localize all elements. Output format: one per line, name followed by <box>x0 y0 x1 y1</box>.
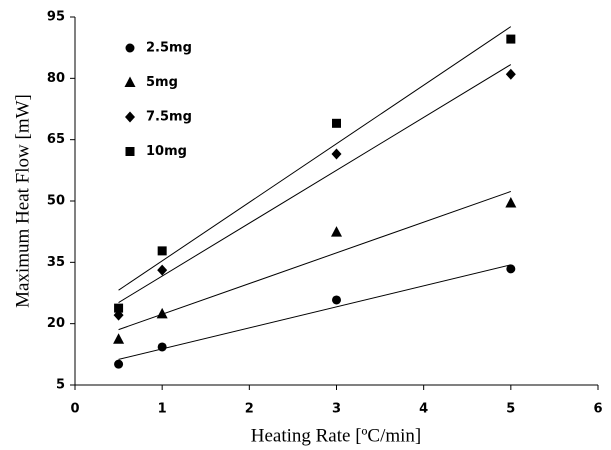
y-tick-label: 95 <box>47 10 65 25</box>
x-axis-title: Heating Rate [ºC/min] <box>251 425 422 446</box>
x-tick-label: 2 <box>245 402 254 417</box>
point <box>157 264 168 276</box>
y-tick-label: 5 <box>56 378 65 393</box>
trendline <box>118 264 511 360</box>
legend-label: 10mg <box>146 144 187 159</box>
x-tick-label: 6 <box>593 402 602 417</box>
y-tick-label: 50 <box>47 194 65 209</box>
point <box>331 226 342 237</box>
point <box>505 68 516 80</box>
point <box>114 303 124 313</box>
point <box>331 148 342 160</box>
legend-marker <box>125 111 135 123</box>
point <box>114 359 124 369</box>
legend-label: 5mg <box>146 75 178 90</box>
point <box>157 246 167 256</box>
y-axis-title: Maximum Heat Flow [mW] <box>12 94 33 308</box>
point <box>113 333 125 344</box>
y-tick-label: 65 <box>47 132 65 147</box>
x-tick-label: 3 <box>332 402 341 417</box>
y-tick-label: 20 <box>47 316 65 331</box>
point <box>332 295 341 305</box>
x-tick-label: 4 <box>419 402 428 417</box>
legend-label: 7.5mg <box>146 110 192 125</box>
x-tick-label: 1 <box>158 402 167 417</box>
trendline <box>118 26 512 291</box>
trendline <box>118 64 512 303</box>
point <box>506 34 516 44</box>
legend-marker <box>125 43 135 53</box>
legend-label: 2.5mg <box>146 41 192 56</box>
y-tick-label: 35 <box>47 255 65 270</box>
legend-marker <box>125 147 135 156</box>
point <box>505 197 517 208</box>
point <box>506 264 516 274</box>
x-tick-label: 5 <box>506 402 515 417</box>
point <box>157 342 167 352</box>
legend-marker <box>124 76 136 87</box>
point <box>156 307 168 319</box>
y-tick-label: 80 <box>47 71 65 86</box>
x-tick-label: 0 <box>70 402 79 417</box>
point <box>332 118 341 128</box>
trendline <box>118 190 511 331</box>
